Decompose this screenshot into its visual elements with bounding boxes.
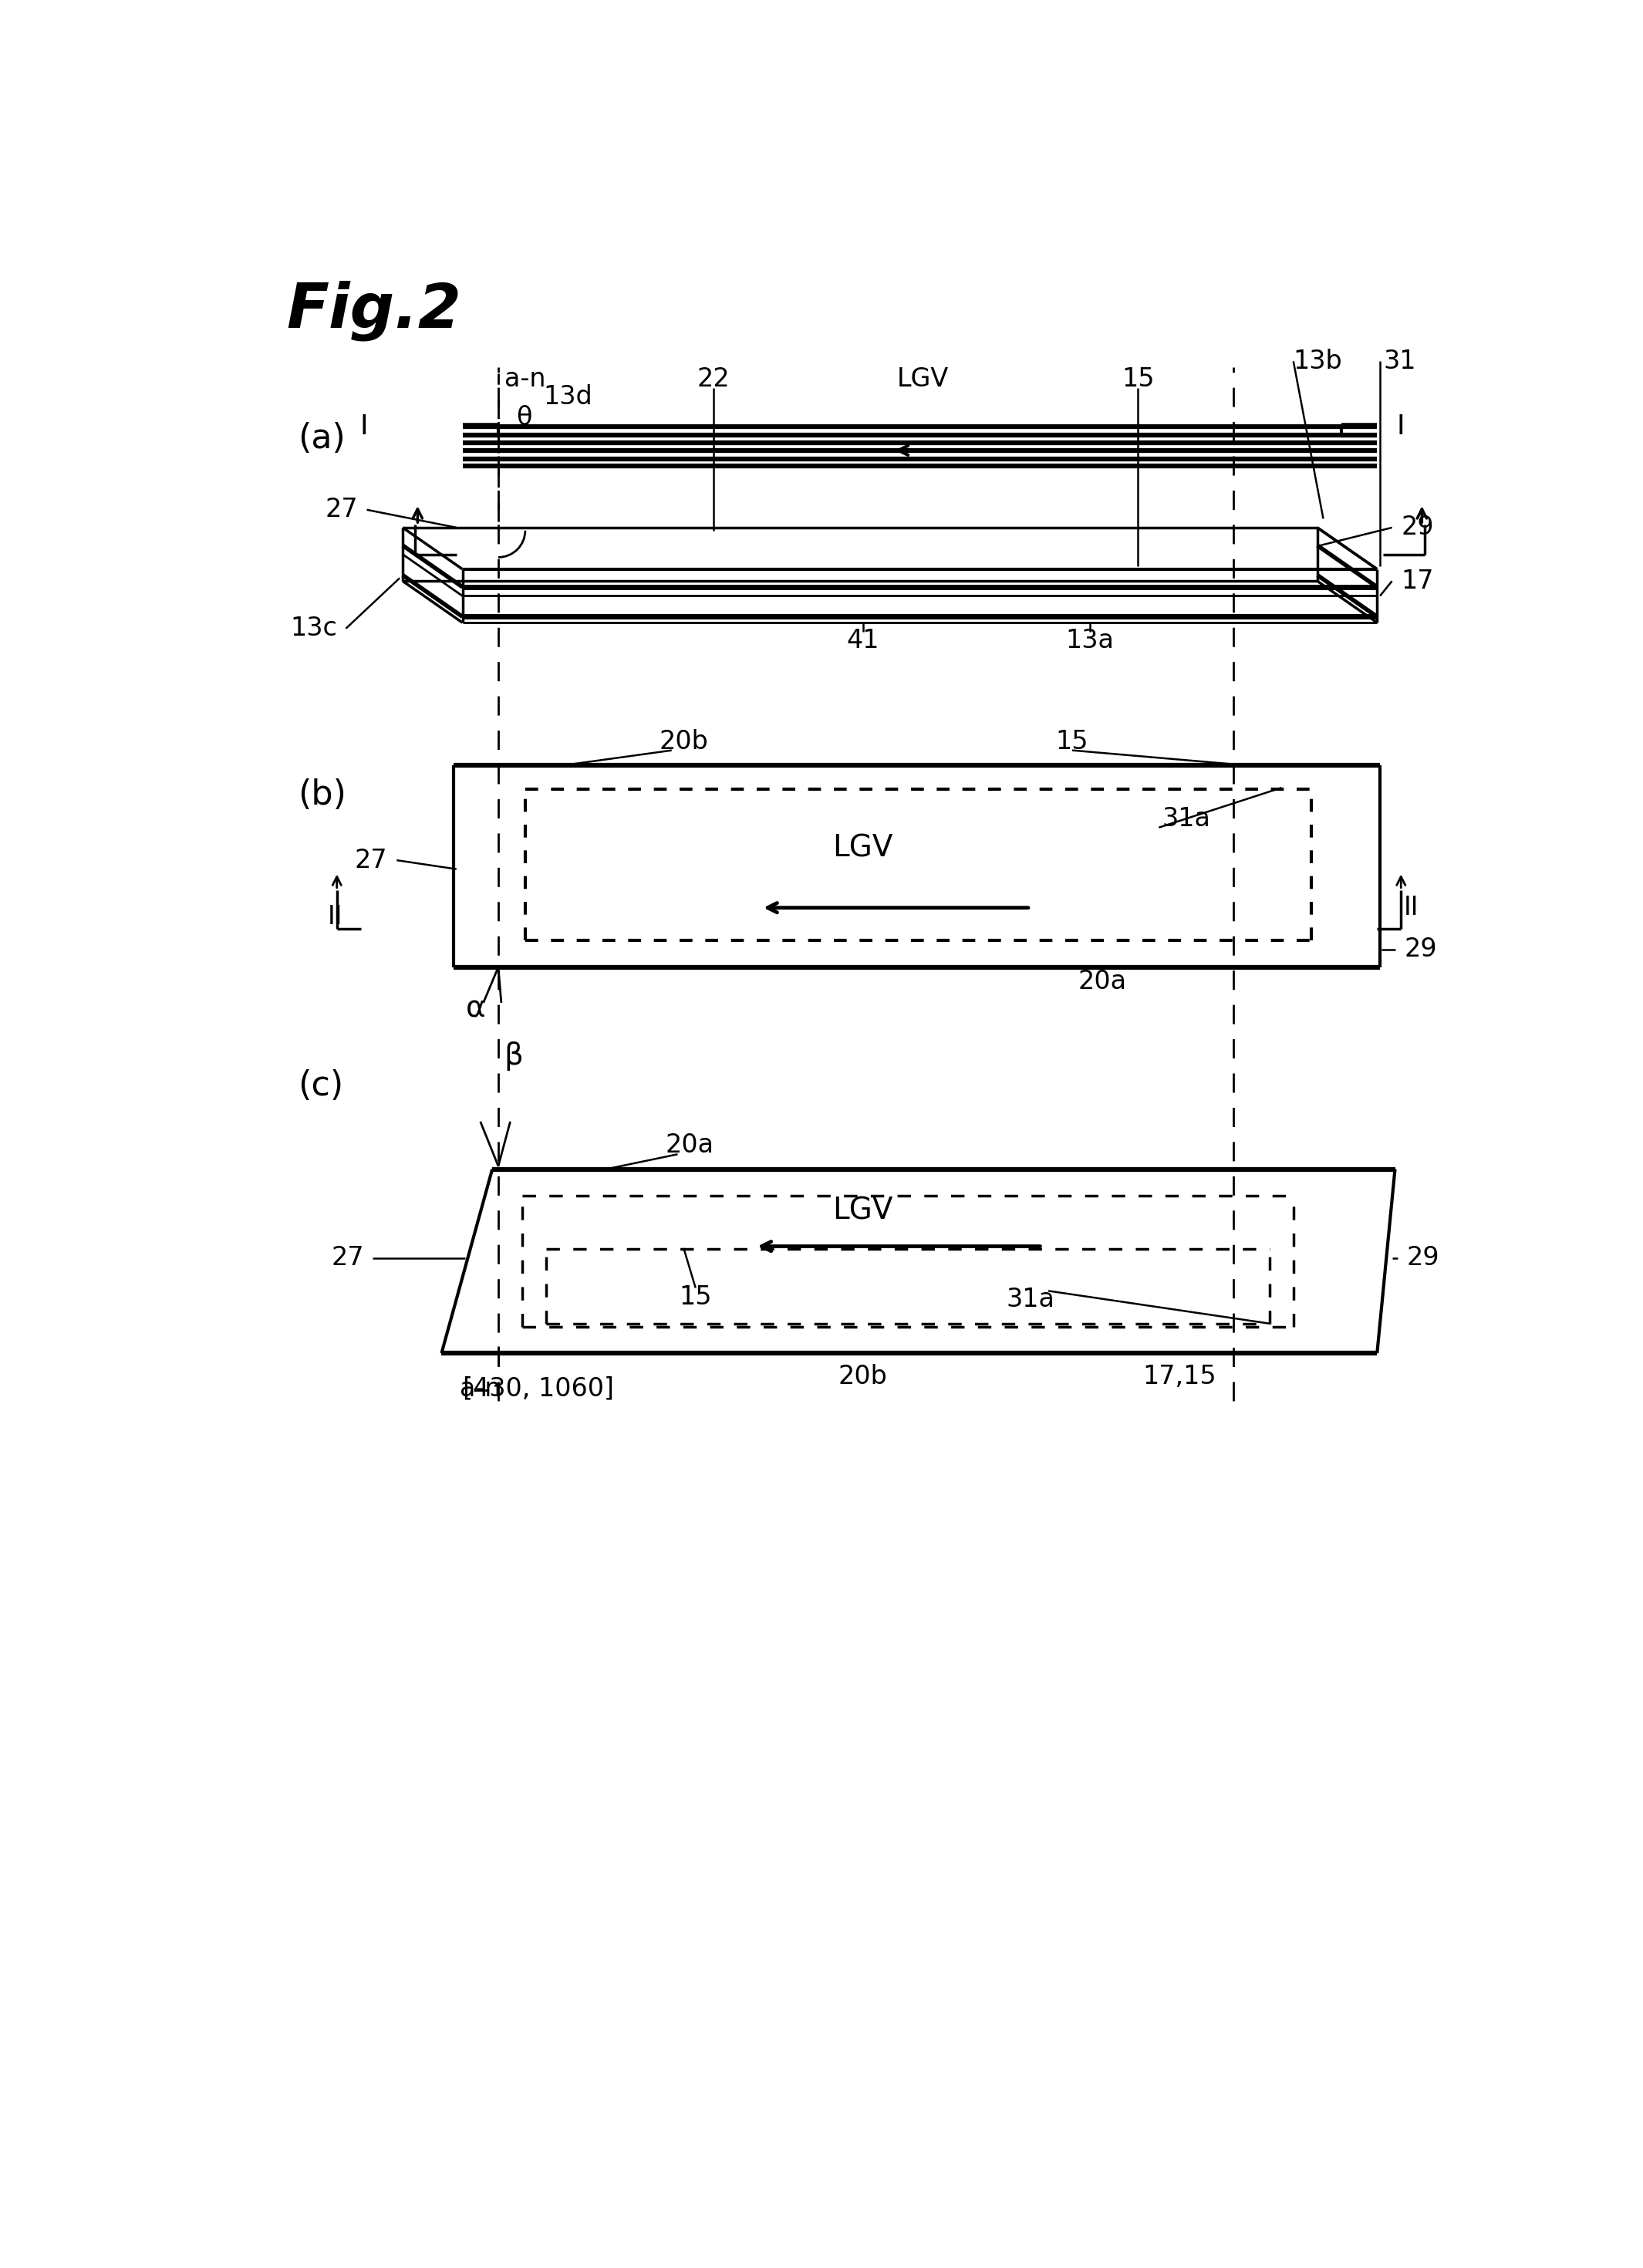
Text: 20a: 20a [1078, 968, 1127, 996]
Text: 27: 27 [330, 1245, 363, 1270]
Text: LGV: LGV [833, 1195, 894, 1225]
Text: 13c: 13c [289, 617, 337, 642]
Text: 31a: 31a [1162, 805, 1211, 832]
Text: 29: 29 [1405, 937, 1438, 962]
Text: 41: 41 [846, 628, 879, 653]
Text: 17,15: 17,15 [1144, 1365, 1217, 1390]
Text: β: β [504, 1041, 524, 1070]
Text: 17: 17 [1401, 569, 1434, 594]
Text: I: I [1397, 413, 1405, 440]
Text: θ: θ [516, 406, 532, 431]
Text: Fig.2: Fig.2 [286, 281, 462, 340]
Text: [430, 1060]: [430, 1060] [462, 1377, 613, 1402]
Text: 27: 27 [325, 497, 358, 522]
Text: 29: 29 [1406, 1245, 1439, 1270]
Text: II: II [1405, 896, 1420, 921]
Text: 15: 15 [1122, 367, 1155, 392]
Text: LGV: LGV [897, 367, 948, 392]
Text: LGV: LGV [833, 835, 894, 864]
Text: 15: 15 [1056, 728, 1089, 755]
Text: 27: 27 [355, 848, 388, 873]
Text: 20a: 20a [665, 1132, 715, 1159]
Text: a-n: a-n [504, 367, 545, 392]
Text: (a): (a) [297, 422, 345, 456]
Text: 29: 29 [1401, 515, 1434, 540]
Text: 13d: 13d [544, 383, 593, 411]
Text: (b): (b) [297, 778, 347, 812]
Text: 31: 31 [1383, 349, 1416, 374]
Text: 22: 22 [697, 367, 729, 392]
Text: 31a: 31a [1006, 1286, 1055, 1313]
Text: a-n: a-n [460, 1377, 501, 1402]
Text: 20b: 20b [838, 1365, 887, 1390]
Text: 13a: 13a [1066, 628, 1114, 653]
Text: II: II [329, 905, 343, 930]
Text: α: α [465, 993, 485, 1023]
Text: 20b: 20b [659, 728, 708, 755]
Text: 13b: 13b [1293, 349, 1342, 374]
Text: I: I [360, 413, 368, 440]
Text: (c): (c) [297, 1068, 343, 1102]
Text: 15: 15 [679, 1284, 711, 1309]
